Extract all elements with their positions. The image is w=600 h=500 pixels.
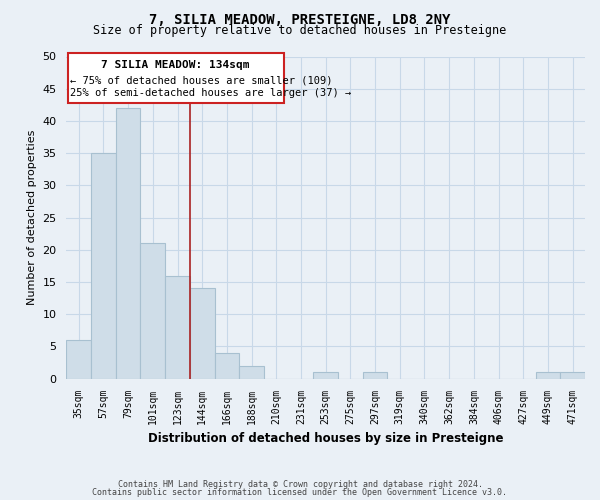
Bar xyxy=(190,288,215,378)
Bar xyxy=(215,353,239,378)
Text: Size of property relative to detached houses in Presteigne: Size of property relative to detached ho… xyxy=(94,24,506,37)
Bar xyxy=(165,276,190,378)
Text: Contains HM Land Registry data © Crown copyright and database right 2024.: Contains HM Land Registry data © Crown c… xyxy=(118,480,482,489)
Bar xyxy=(313,372,338,378)
FancyBboxPatch shape xyxy=(68,54,284,103)
Bar xyxy=(91,153,116,378)
Text: ← 75% of detached houses are smaller (109): ← 75% of detached houses are smaller (10… xyxy=(70,75,332,85)
Text: 7 SILIA MEADOW: 134sqm: 7 SILIA MEADOW: 134sqm xyxy=(101,60,250,70)
Text: Contains public sector information licensed under the Open Government Licence v3: Contains public sector information licen… xyxy=(92,488,508,497)
Bar xyxy=(239,366,264,378)
Text: 25% of semi-detached houses are larger (37) →: 25% of semi-detached houses are larger (… xyxy=(70,88,352,98)
X-axis label: Distribution of detached houses by size in Presteigne: Distribution of detached houses by size … xyxy=(148,432,503,445)
Bar xyxy=(536,372,560,378)
Bar xyxy=(140,244,165,378)
Bar xyxy=(363,372,388,378)
Y-axis label: Number of detached properties: Number of detached properties xyxy=(27,130,37,306)
Bar xyxy=(560,372,585,378)
Bar xyxy=(67,340,91,378)
Bar xyxy=(116,108,140,378)
Text: 7, SILIA MEADOW, PRESTEIGNE, LD8 2NY: 7, SILIA MEADOW, PRESTEIGNE, LD8 2NY xyxy=(149,12,451,26)
